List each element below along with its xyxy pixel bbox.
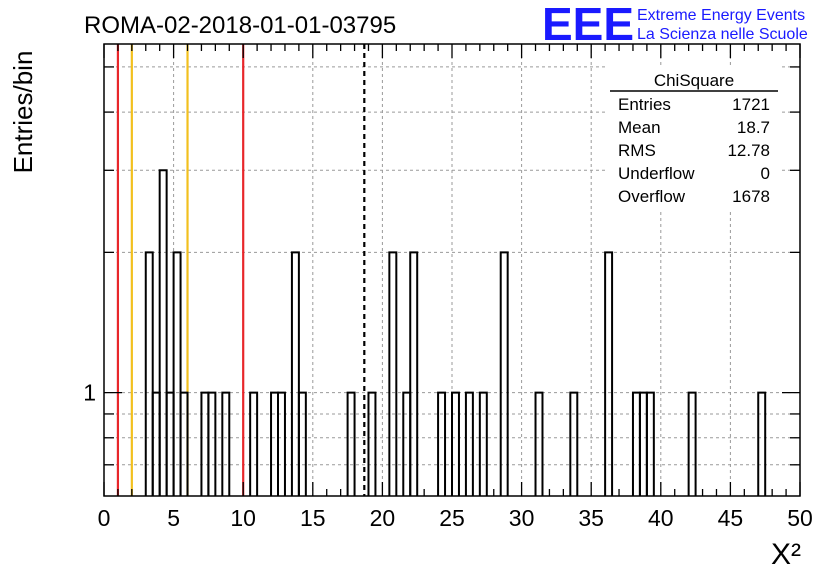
- histogram-bar: [645, 391, 655, 496]
- eee-logo-text: EEE: [542, 0, 634, 50]
- histogram-bar: [478, 391, 488, 496]
- histogram-bars: [144, 169, 767, 496]
- histogram-bar: [604, 251, 614, 496]
- histogram-bar: [638, 391, 648, 496]
- histogram-bar: [207, 391, 217, 496]
- histogram-bar: [402, 391, 412, 496]
- histogram-bar: [569, 391, 579, 496]
- stats-value-underflow: 0: [761, 164, 770, 183]
- histogram-bar: [757, 391, 767, 496]
- histogram-bar: [631, 391, 641, 496]
- histogram-bar: [249, 391, 259, 496]
- stats-label-entries: Entries: [618, 95, 671, 114]
- reference-lines: [116, 44, 366, 496]
- histogram-bar: [221, 391, 231, 496]
- histogram-bar: [270, 391, 279, 496]
- histogram-bar: [367, 391, 377, 496]
- x-tick-label: 15: [300, 505, 326, 531]
- x-tick-label: 0: [98, 505, 111, 531]
- histogram-bar: [297, 391, 307, 496]
- x-axis-label: X²: [771, 538, 801, 571]
- x-tick-label: 45: [718, 505, 744, 531]
- x-tick-label: 50: [787, 505, 813, 531]
- stats-label-mean: Mean: [618, 118, 661, 137]
- histogram-bar: [451, 391, 460, 496]
- logo-line-2: La Scienza nelle Scuole: [637, 26, 808, 43]
- x-tick-label: 35: [578, 505, 604, 531]
- histogram-bar: [179, 391, 189, 496]
- histogram-bar: [144, 251, 154, 496]
- stats-value-entries: 1721: [732, 95, 770, 114]
- eee-logo: EEE Extreme Energy Events La Scienza nel…: [542, 0, 808, 50]
- histogram-bar: [534, 391, 544, 496]
- x-tick-label: 25: [439, 505, 465, 531]
- histogram-bar: [346, 391, 356, 496]
- stats-value-overflow: 1678: [732, 187, 770, 206]
- x-tick-label: 5: [167, 505, 180, 531]
- histogram-bar: [687, 391, 697, 496]
- x-tick-label: 20: [370, 505, 396, 531]
- x-tick-label: 10: [230, 505, 256, 531]
- histogram-bar: [409, 251, 419, 496]
- stats-box: ChiSquare Entries 1721 Mean 18.7 RMS 12.…: [608, 66, 780, 212]
- logo-line-1: Extreme Energy Events: [637, 7, 805, 24]
- stats-label-overflow: Overflow: [618, 187, 686, 206]
- x-tick-label: 40: [648, 505, 674, 531]
- histogram-bar: [499, 251, 509, 496]
- histogram-bar: [165, 391, 175, 496]
- stats-value-mean: 18.7: [737, 118, 770, 137]
- y-tick-label: 1: [83, 380, 96, 406]
- stats-title: ChiSquare: [654, 71, 734, 90]
- histogram-bar: [464, 391, 474, 496]
- histogram-bar: [388, 251, 398, 496]
- x-tick-label: 30: [509, 505, 535, 531]
- stats-label-underflow: Underflow: [618, 164, 695, 183]
- stats-value-rms: 12.78: [727, 141, 770, 160]
- y-axis-label: Entries/bin: [8, 51, 38, 174]
- histogram-bar: [290, 251, 300, 496]
- histogram-bar: [437, 391, 447, 496]
- axes: 0 5 10 15 20 25 30 35 40 45 50 1: [83, 43, 813, 531]
- run-title: ROMA-02-2018-01-01-03795: [84, 12, 396, 39]
- histogram-bar: [172, 251, 182, 496]
- stats-label-rms: RMS: [618, 141, 656, 160]
- histogram-bar: [200, 391, 210, 496]
- histogram-bar: [277, 391, 286, 496]
- histogram-bar: [151, 391, 161, 496]
- histogram-bar: [158, 169, 168, 496]
